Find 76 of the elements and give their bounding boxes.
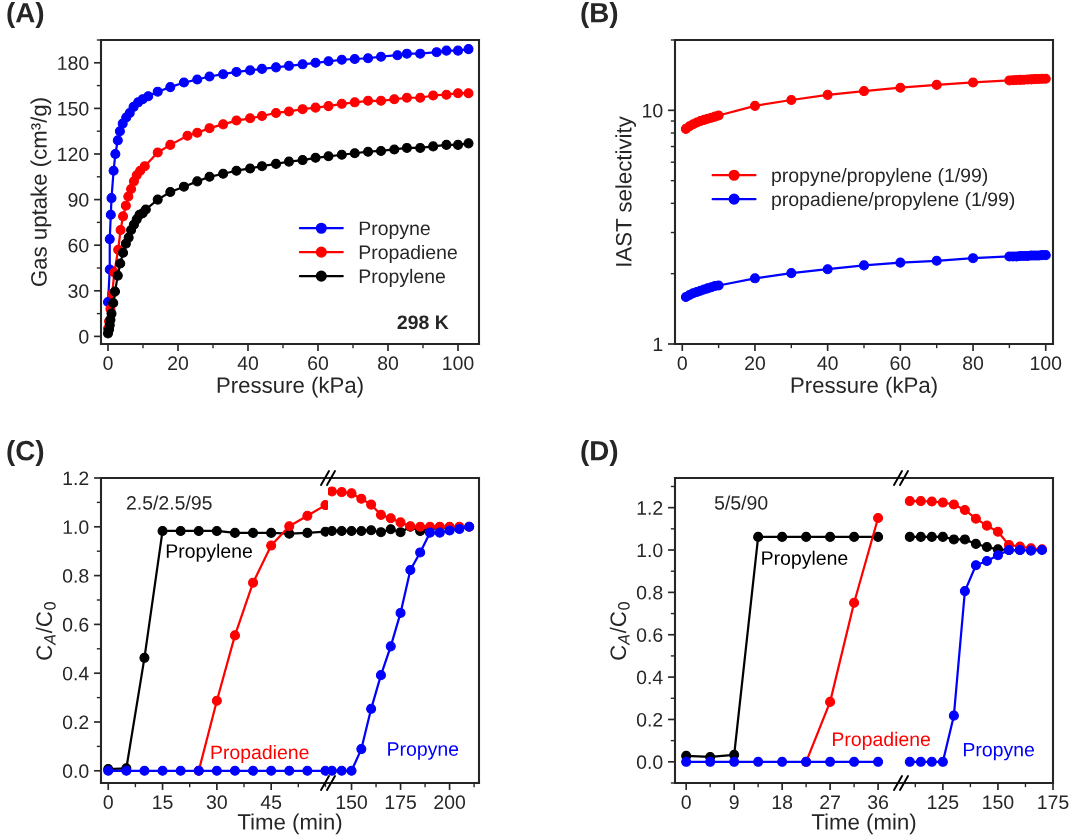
x-tick-label: 30 (206, 795, 227, 810)
series-label: Propadiene (832, 731, 930, 750)
x-tick-label: 100 (1030, 356, 1062, 371)
x-tick-label: 150 (336, 795, 367, 810)
legend-label: Propylene (359, 268, 445, 287)
y-tick-label: 10 (643, 103, 663, 118)
x-tick-label: 175 (385, 795, 416, 810)
x-tick-label: 15 (153, 795, 173, 810)
legend-label: Propyne (359, 221, 430, 240)
y-tick-label: 1.2 (637, 501, 663, 515)
legend-label: propadiene/propylene (1/99) (772, 191, 1015, 210)
annotation: 2.5/2.5/95 (126, 495, 212, 510)
legend-label: propyne/propylene (1/99) (772, 167, 988, 187)
x-tick-label: 80 (378, 356, 399, 371)
x-tick-label: 45 (260, 795, 282, 810)
series-label: Propyne (964, 742, 1034, 761)
x-tick-label: 60 (308, 356, 329, 371)
y-tick-label: 0.6 (62, 617, 89, 632)
x-tick-label: 150 (983, 795, 1014, 810)
x-tick-label: 125 (928, 795, 959, 810)
y-tick-label: 0.8 (62, 569, 89, 583)
x-tick-label: 0 (677, 356, 687, 371)
y-axis-title: C$_{A}$/C$_{0}$ (35, 602, 56, 660)
x-tick-label: 9 (729, 795, 739, 810)
x-tick-label: 80 (963, 356, 984, 371)
x-tick-label: 0 (103, 795, 113, 810)
x-tick-label: 200 (434, 795, 466, 810)
y-axis-title: C$_{A}$/C$_{0}$ (609, 602, 630, 660)
x-axis-title: Pressure (kPa) (791, 376, 937, 398)
y-tick-label: 150 (58, 101, 89, 116)
y-tick-label: 0.0 (636, 755, 663, 770)
x-tick-label: 27 (820, 795, 840, 809)
y-tick-label: 0 (79, 329, 89, 344)
x-tick-label: 175 (1038, 795, 1069, 810)
series-label: Propadiene (211, 744, 309, 764)
x-axis-title: Pressure (kPa) (217, 376, 363, 398)
y-tick-label: 1.0 (637, 543, 663, 558)
y-tick-label: 0.0 (62, 764, 89, 779)
x-tick-label: 20 (745, 356, 766, 371)
series-label: Propylene (762, 550, 848, 569)
x-axis-title: Time (min) (237, 813, 342, 835)
chart-title: (A) (7, 2, 44, 28)
x-tick-label: 60 (890, 356, 911, 371)
y-tick-label: 0.2 (62, 715, 89, 730)
series-label: Propylene (166, 543, 252, 562)
x-tick-label: 0 (103, 356, 113, 371)
x-tick-label: 20 (168, 356, 189, 371)
y-tick-label: 0.4 (636, 670, 663, 685)
y-tick-label: 1 (653, 337, 663, 352)
y-tick-label: 180 (58, 56, 89, 71)
y-tick-label: 30 (68, 284, 89, 299)
y-tick-label: 1.0 (63, 520, 89, 535)
legend-label: Propadiene (359, 244, 457, 264)
y-tick-label: 0.6 (636, 628, 663, 642)
y-axis-title: IAST selectivity (615, 116, 637, 266)
y-tick-label: 60 (68, 238, 89, 253)
y-tick-label: 1.2 (63, 471, 89, 486)
x-tick-label: 40 (237, 356, 259, 371)
annotation: 5/5/90 (714, 495, 768, 510)
y-axis-title: Gas uptake (cm³/g) (30, 98, 52, 286)
chart-title: (B) (581, 2, 618, 28)
y-tick-label: 0.4 (62, 666, 89, 681)
x-tick-label: 0 (681, 795, 691, 810)
annotation: 298 K (397, 315, 449, 330)
x-tick-label: 40 (817, 356, 838, 371)
series-label: Propyne (388, 742, 459, 760)
x-tick-label: 36 (868, 795, 889, 810)
x-axis-title: Time (min) (811, 813, 916, 835)
y-tick-label: 120 (58, 147, 89, 162)
y-tick-label: 0.2 (636, 712, 663, 727)
x-tick-label: 100 (443, 356, 474, 371)
y-tick-label: 0.8 (636, 585, 663, 600)
chart-title: (C) (7, 440, 44, 466)
chart-title: (D) (581, 440, 618, 466)
x-tick-label: 18 (772, 795, 793, 810)
y-tick-label: 90 (68, 193, 89, 207)
